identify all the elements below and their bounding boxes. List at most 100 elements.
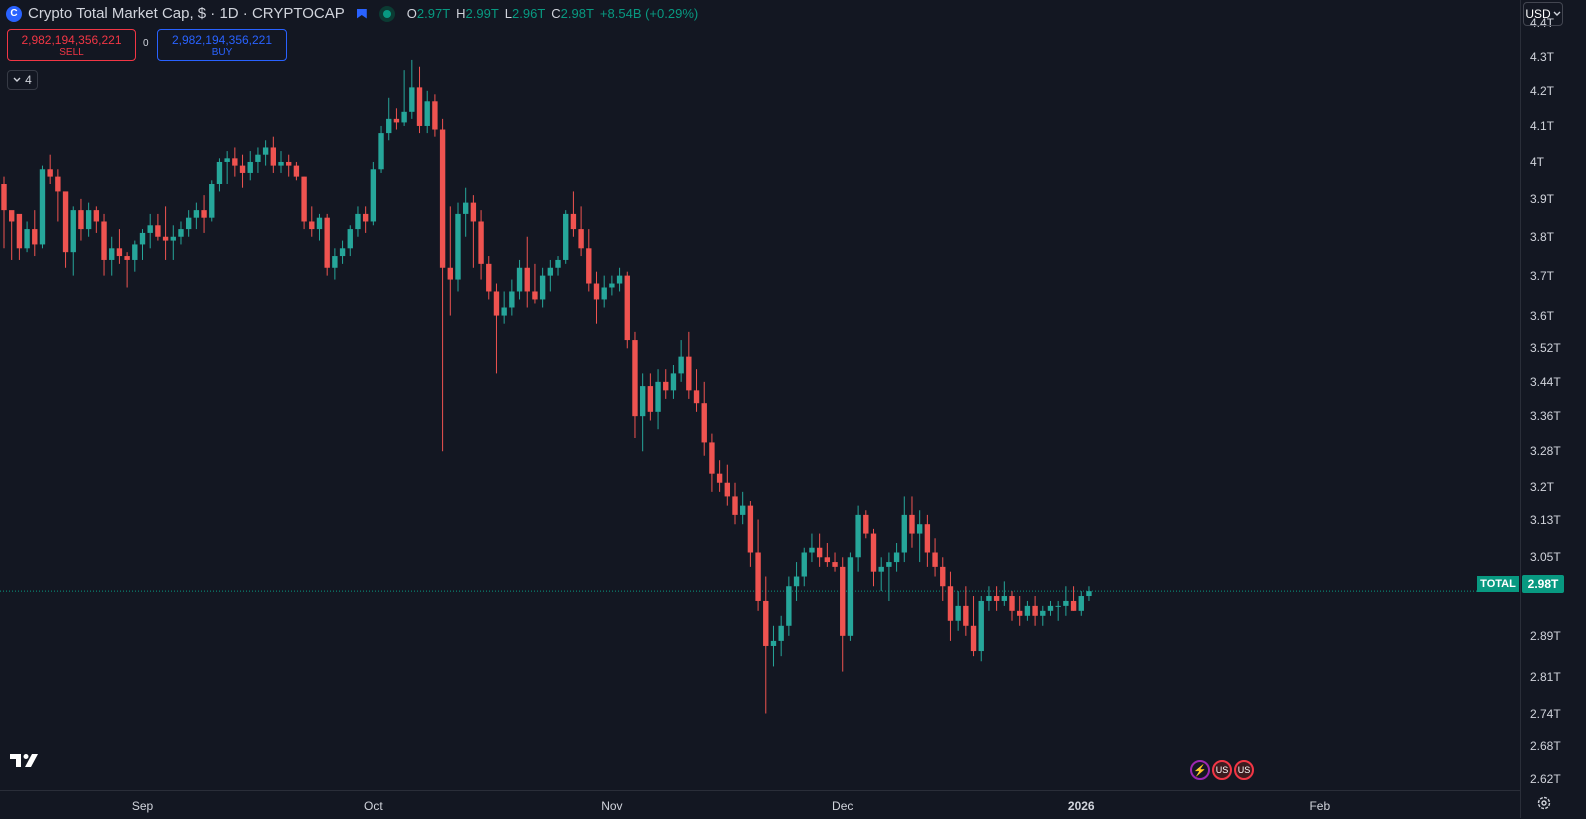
candle-body [639,386,646,417]
price-tick-label: 2.74T [1530,706,1561,721]
candle-body [1009,596,1015,611]
candle-body [847,557,854,636]
candle-body [663,381,669,391]
flag-icon[interactable] [356,8,367,19]
candle-body [316,217,323,230]
candle-body [916,524,923,534]
candlestick-chart[interactable] [0,0,1520,790]
candle-body [78,210,84,230]
candle-body [709,442,715,474]
candle-body [509,291,515,308]
candle-body [740,505,746,515]
candle-body [486,263,492,292]
symbol-title[interactable]: Crypto Total Market Cap, $ · 1D · CRYPTO… [28,5,345,22]
candle-body [339,248,346,257]
candle-body [216,161,223,184]
time-axis[interactable]: Sep Oct Nov Dec 2026 Feb [0,790,1520,819]
buy-button[interactable]: 2,982,194,356,221 BUY [157,29,287,61]
gear-icon[interactable] [1536,795,1552,811]
candle-body [9,210,15,222]
price-axis[interactable]: 4.4T 4.3T 4.2T 4.1T 4T 3.9T 3.8T 3.7T 3.6T 3.52T 3… [1520,0,1586,818]
candle-body [993,596,1000,601]
currency-button[interactable]: USD [1523,2,1563,26]
time-tick-label: Oct [364,799,383,813]
us-flag-event-icon-2[interactable]: US [1234,760,1254,780]
spread-value: 0 [143,38,149,49]
candle-body [286,161,292,166]
last-price-tag: 2.98T [1522,575,1564,593]
candle-body [563,213,569,260]
candle-body [470,202,477,222]
indicators-count: 4 [25,73,32,87]
price-tick-label: 3.36T [1530,409,1561,424]
candle-body [616,275,623,284]
candle-body [370,169,377,222]
price-tick-label: 3.13T [1530,512,1561,527]
candle-body [416,87,423,126]
ohlc-change: +8.54B (+0.29%) [599,6,699,21]
us-flag-event-icon[interactable]: US [1212,760,1232,780]
time-tick-label: Feb [1309,799,1331,813]
candle-body [155,225,161,237]
candle-body [1017,610,1023,616]
time-tick-label: 2026 [1067,799,1095,813]
candle-body [1,183,7,211]
lightning-event-icon[interactable]: ⚡ [1190,760,1210,780]
candle-body [516,267,523,292]
candle-body [547,267,554,276]
candle-body [493,291,500,316]
sell-button[interactable]: 2,982,194,356,221 SELL [7,29,136,61]
candle-body [362,213,369,222]
candle-body [601,287,607,300]
candle-body [893,552,900,563]
candle-body [755,552,761,601]
candle-body [570,213,577,230]
candle-body [863,514,869,534]
candle-body [578,229,584,249]
price-tick-label: 3.44T [1530,374,1561,389]
candle-body [840,566,846,636]
candle-body [1032,605,1038,616]
price-tick-label: 2.89T [1530,628,1561,643]
sell-price: 2,982,194,356,221 [21,32,122,47]
candle-body [62,191,69,253]
price-tick-label: 3.7T [1530,268,1555,283]
candle-body [185,217,192,230]
tradingview-logo-icon[interactable] [10,752,42,773]
price-tick-label: 3.6T [1530,308,1555,323]
candle-body [247,161,253,173]
candle-body [201,210,207,218]
candle-body [401,111,407,123]
candle-body [193,210,200,218]
price-tick-label: 2.68T [1530,738,1561,753]
ohlc-legend: O2.97T H2.99T L2.96T C2.98T +8.54B (+0.2… [407,6,698,21]
candle-body [593,283,600,300]
candle-body [378,133,384,170]
candle-body [255,154,261,162]
candle-body [147,225,153,233]
candle-body [270,147,277,166]
candle-body [85,210,92,230]
price-tick-label: 2.81T [1530,669,1561,684]
candle-body [793,576,800,587]
ohlc-open-key: O [406,6,417,21]
candle-body [870,533,877,572]
sell-label: SELL [59,46,84,58]
candle-body [162,236,169,241]
candle-body [24,229,30,249]
candle-body [1047,605,1054,611]
candle-body [355,213,361,230]
time-tick-label: Dec [832,799,854,813]
candle-body [886,562,892,567]
price-tick-label: 4.3T [1530,49,1555,64]
candle-body [278,161,284,166]
market-status-icon[interactable] [378,5,395,22]
candle-body [124,256,130,260]
candle-body [455,213,461,280]
buy-label: BUY [211,46,233,58]
candle-body [224,158,230,162]
indicators-toggle-button[interactable]: 4 [7,70,38,90]
candle-body [686,356,692,391]
candle-body [532,291,538,300]
candle-body [901,514,907,553]
